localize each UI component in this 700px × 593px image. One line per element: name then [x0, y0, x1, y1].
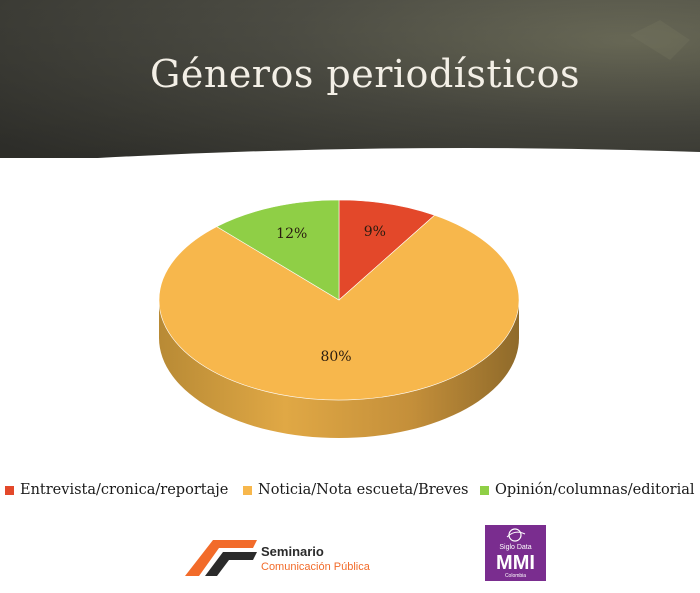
- legend-item-opinion: Opinión/columnas/editorial: [480, 482, 695, 498]
- legend-swatch-entrevista: [5, 485, 14, 495]
- data-label-entrevista: 9%: [364, 224, 386, 240]
- mmi-logo-main: MMI: [496, 552, 535, 574]
- legend-swatch-noticia: [243, 485, 252, 495]
- mmi-logo-background: [485, 525, 546, 581]
- page-title: Géneros periodísticos: [150, 52, 581, 96]
- legend-item-entrevista: Entrevista/cronica/reportaje: [5, 482, 228, 498]
- pie-side: [159, 300, 519, 438]
- legend-label-entrevista: Entrevista/cronica/reportaje: [20, 482, 229, 498]
- pie-slice-entrevista: [338, 199, 436, 301]
- pie-slice-noticia: [158, 214, 520, 401]
- legend-label-opinion: Opinión/columnas/editorial: [495, 482, 695, 498]
- chart-legend: Entrevista/cronica/reportaje Noticia/Not…: [0, 482, 700, 504]
- data-label-opinion: 12%: [276, 226, 307, 242]
- seminario-logo: Seminario Comunicación Pública: [185, 540, 371, 576]
- data-label-noticia: 80%: [320, 349, 351, 365]
- mmi-logo: Siglo Data MMI Colombia: [485, 525, 546, 581]
- seminario-logo-line2: Comunicación Pública: [261, 561, 371, 573]
- legend-swatch-opinion: [480, 485, 489, 495]
- mmi-logo-top: Siglo Data: [499, 544, 531, 551]
- seminario-logo-stripe-dark: [205, 552, 257, 576]
- pie-top: [158, 199, 520, 401]
- seminario-logo-stripe-orange: [185, 540, 257, 576]
- mmi-logo-bottom: Colombia: [505, 573, 526, 579]
- title-banner: Géneros periodísticos: [0, 0, 700, 158]
- pie-side-noticia: [159, 300, 519, 438]
- legend-label-noticia: Noticia/Nota escueta/Breves: [258, 482, 469, 498]
- pie-data-labels: 9% 80% 12%: [276, 224, 386, 365]
- seminario-logo-line1: Seminario: [261, 544, 324, 559]
- mmi-logo-orbit-icon: [506, 531, 526, 538]
- banner-background: [0, 0, 700, 158]
- pie-slice-opinion: [216, 199, 340, 301]
- legend-item-noticia: Noticia/Nota escueta/Breves: [243, 482, 468, 498]
- pie-chart: 9% 80% 12%: [158, 199, 520, 438]
